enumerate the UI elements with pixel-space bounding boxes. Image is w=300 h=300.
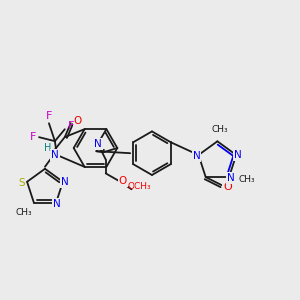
Text: N: N bbox=[53, 199, 61, 209]
Text: CH₃: CH₃ bbox=[211, 125, 228, 134]
Text: OCH₃: OCH₃ bbox=[128, 182, 151, 191]
Text: CH₃: CH₃ bbox=[16, 208, 32, 217]
Text: F: F bbox=[68, 121, 74, 131]
Text: F: F bbox=[30, 132, 36, 142]
Text: N: N bbox=[61, 177, 69, 187]
Text: O: O bbox=[74, 116, 82, 126]
Text: O: O bbox=[118, 176, 127, 186]
Text: S: S bbox=[19, 178, 26, 188]
Text: CH₃: CH₃ bbox=[238, 175, 255, 184]
Text: N: N bbox=[193, 151, 200, 161]
Text: N: N bbox=[94, 139, 102, 149]
Text: N: N bbox=[51, 150, 59, 160]
Text: N: N bbox=[227, 173, 235, 183]
Text: N: N bbox=[234, 150, 242, 160]
Text: O: O bbox=[223, 182, 232, 192]
Text: H: H bbox=[44, 143, 52, 153]
Text: F: F bbox=[46, 111, 52, 122]
